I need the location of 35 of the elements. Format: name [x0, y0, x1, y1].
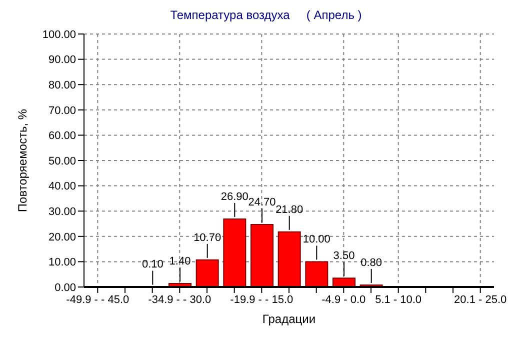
data-label: 0.10 [142, 258, 164, 271]
bar [196, 259, 219, 287]
y-tick-label: 60.00 [48, 130, 76, 142]
x-tick-label: -34.9 - - 30.0 [148, 294, 212, 306]
y-tick-label: 50.00 [48, 155, 76, 168]
bar [223, 218, 246, 287]
y-tick-label: 20.00 [48, 231, 76, 244]
x-tick-label: 5.1 - 10.0 [375, 294, 422, 306]
bar [250, 224, 274, 287]
y-tick-label: 70.00 [48, 104, 76, 117]
x-tick-label: -49.9 - - 45.0 [66, 294, 130, 306]
y-tick-label: 0.00 [54, 282, 76, 294]
bar [332, 278, 356, 287]
bar [305, 261, 328, 287]
y-tick-label: 30.00 [48, 206, 76, 218]
chart-title: Температура воздуха ( Апрель ) [169, 8, 363, 24]
data-label: 21.80 [276, 204, 304, 216]
data-label: 24.70 [248, 196, 276, 209]
data-label: 10.70 [194, 232, 222, 244]
y-tick-label: 10.00 [48, 256, 76, 269]
x-tick-label: -4.9 - 0.0 [322, 294, 366, 306]
y-tick-label: 100.00 [42, 28, 76, 41]
data-label: 26.90 [220, 190, 248, 203]
x-axis-title: Градации [262, 312, 316, 326]
data-label: 10.00 [302, 234, 330, 246]
y-tick-label: 40.00 [48, 180, 76, 193]
x-tick-label: 20.1 - 25.0 [454, 294, 507, 306]
bar [278, 231, 301, 287]
y-tick-label: 90.00 [48, 54, 76, 66]
x-tick-label: -19.9 - - 15.0 [230, 294, 294, 306]
data-label: 0.80 [360, 256, 382, 269]
data-label: 3.50 [333, 250, 355, 262]
data-label: 1.40 [169, 255, 191, 268]
y-axis-title: Повторяемость, % [15, 108, 30, 212]
y-tick-label: 80.00 [48, 80, 76, 92]
